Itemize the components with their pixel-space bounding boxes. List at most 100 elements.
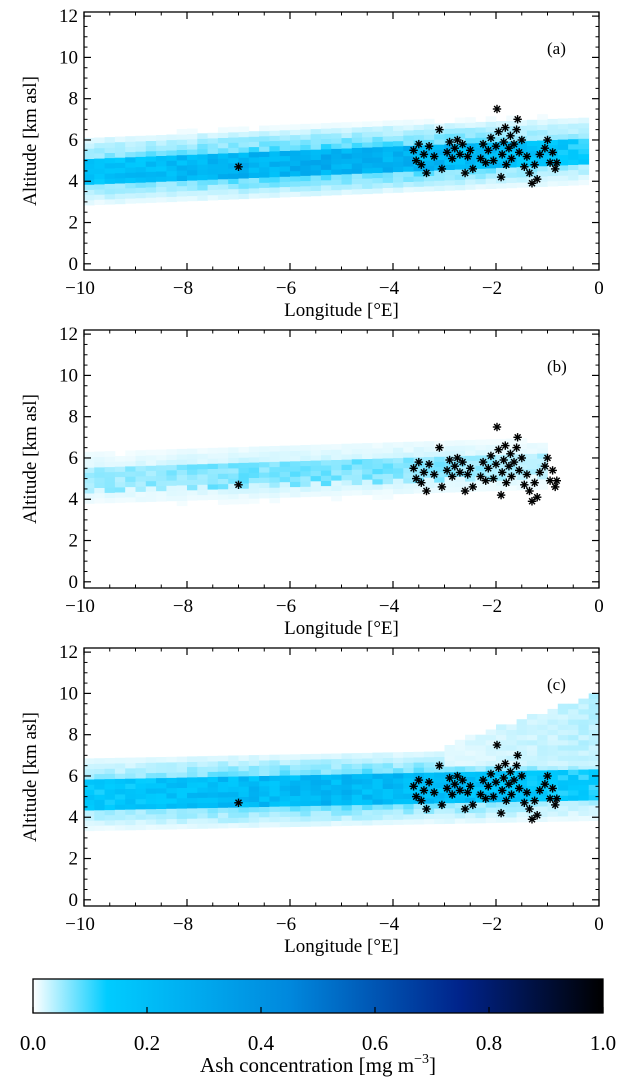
heat-cell	[145, 465, 157, 471]
heat-cell	[259, 477, 270, 483]
heat-cell	[207, 807, 219, 814]
heat-cell	[269, 770, 281, 776]
x-tick-label: −6	[276, 914, 296, 935]
heat-cell	[516, 177, 528, 183]
heat-cell	[413, 787, 425, 794]
heat-cell	[228, 142, 239, 148]
heat-cell	[290, 466, 301, 472]
heat-cell	[320, 480, 332, 487]
observation-marker	[453, 453, 462, 463]
heat-cell	[125, 773, 136, 779]
heat-cell	[526, 171, 538, 177]
heat-cell	[135, 803, 147, 810]
heat-cell	[351, 183, 363, 190]
heat-cell	[84, 487, 95, 494]
heat-cell	[547, 129, 559, 135]
observation-marker	[234, 162, 243, 171]
heat-cell	[526, 785, 538, 792]
heat-cell	[187, 782, 198, 788]
observation-marker	[412, 156, 421, 165]
heat-cell	[454, 174, 466, 180]
heat-cell	[578, 714, 590, 720]
heat-cell	[94, 178, 105, 185]
heat-cell	[125, 814, 136, 820]
observation-marker	[496, 490, 506, 500]
heat-cell	[423, 456, 435, 463]
heat-cell	[248, 780, 260, 787]
heat-cell	[114, 799, 126, 805]
heat-cell	[506, 739, 517, 746]
heat-cell	[228, 178, 239, 184]
heat-cell	[465, 158, 476, 164]
heat-cell	[382, 177, 394, 183]
heat-cell	[362, 131, 373, 138]
heat-cell	[187, 777, 198, 783]
heat-cell	[238, 172, 250, 179]
heat-cell	[496, 480, 507, 486]
heat-cell	[547, 780, 559, 786]
x-tick-label: −10	[65, 278, 95, 299]
heat-cell	[104, 783, 116, 790]
heat-cell	[372, 773, 384, 779]
heat-cell	[259, 130, 270, 137]
heat-cell	[125, 767, 136, 774]
heat-cell	[547, 734, 559, 741]
heat-cell	[362, 173, 373, 179]
heat-cell	[228, 462, 239, 469]
heat-cell	[300, 154, 311, 161]
heat-cell	[300, 481, 311, 487]
heat-cell	[578, 779, 590, 786]
heat-cell	[145, 486, 157, 492]
x-tick-label: −2	[482, 596, 502, 617]
heat-cell	[300, 450, 311, 456]
heat-cell	[84, 820, 95, 826]
heat-cell	[197, 138, 208, 144]
heat-cell	[496, 729, 507, 736]
colorbar-tick-label: 1.0	[590, 1031, 616, 1055]
heat-cell	[475, 142, 487, 149]
heat-cell	[506, 115, 517, 122]
heat-cell	[465, 127, 476, 134]
heat-cell	[557, 800, 569, 807]
heat-cell	[300, 785, 311, 791]
heat-cell	[568, 143, 579, 150]
y-tick-label: 4	[69, 489, 79, 510]
heat-cell	[485, 152, 497, 158]
heat-cell	[269, 765, 281, 771]
x-tick-label: 0	[594, 914, 604, 935]
heat-cell	[94, 809, 105, 816]
heat-cell	[588, 760, 600, 767]
heat-cell	[238, 488, 250, 494]
heat-cell	[537, 473, 548, 480]
observation-marker	[499, 773, 508, 783]
heat-cell	[217, 776, 229, 782]
heat-cell	[248, 146, 260, 153]
heat-cell	[310, 449, 322, 456]
heat-cell	[331, 485, 342, 491]
heat-cell	[104, 137, 116, 143]
heat-cell	[187, 766, 198, 773]
heat-cell	[393, 176, 404, 183]
heat-cell	[403, 462, 414, 469]
heat-cell	[568, 169, 579, 176]
observation-marker	[506, 767, 515, 776]
heat-cell	[310, 460, 322, 466]
heat-cell	[382, 494, 394, 500]
heat-cell	[320, 758, 332, 765]
heat-cell	[176, 808, 188, 814]
heat-cell	[187, 808, 198, 814]
heat-cell	[156, 459, 167, 466]
heat-cell	[114, 788, 126, 795]
observation-marker	[414, 139, 423, 149]
heat-cell	[207, 174, 219, 180]
heat-cell	[382, 151, 394, 158]
heat-cell	[217, 771, 229, 777]
heat-cell	[104, 476, 116, 483]
heat-cell	[537, 724, 548, 730]
heat-cell	[145, 762, 157, 768]
observation-marker	[502, 796, 511, 805]
heat-cell	[114, 183, 126, 189]
heat-cell	[238, 457, 250, 463]
heat-cell	[557, 810, 569, 817]
heat-cell	[547, 774, 559, 781]
